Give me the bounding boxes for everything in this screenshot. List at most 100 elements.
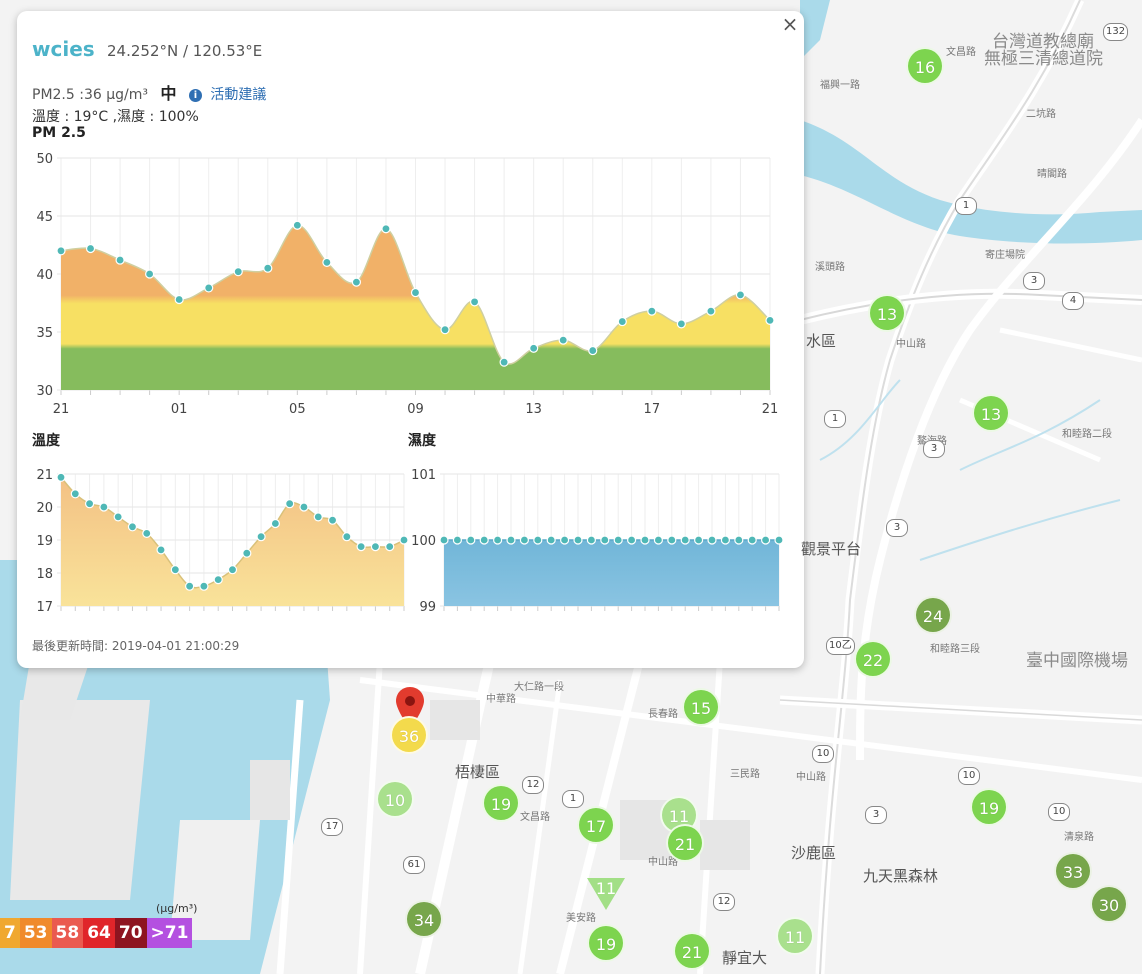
last-updated-time: 最後更新時間: 2019-04-01 21:00:29: [32, 639, 240, 653]
map-place-label: 溪頭路: [815, 262, 845, 273]
station-marker[interactable]: 19: [970, 788, 1008, 826]
data-point: [263, 263, 273, 273]
y-tick-label: 100: [411, 534, 436, 549]
x-tick-label: 21: [53, 402, 70, 417]
location-pin-icon: [394, 686, 426, 734]
x-tick-label: 13: [525, 402, 542, 417]
data-point: [99, 502, 109, 512]
y-tick-label: 19: [36, 534, 53, 549]
map-place-label: 梧棲區: [455, 763, 501, 781]
humidity-chart: 99 100 101: [411, 468, 784, 615]
data-point: [327, 515, 338, 525]
station-marker[interactable]: 33: [1054, 852, 1092, 890]
data-point: [533, 535, 543, 545]
map-place-label: 水區: [806, 332, 837, 350]
data-point: [113, 512, 123, 522]
y-tick-label: 21: [36, 468, 53, 483]
data-point: [351, 277, 362, 287]
data-point: [586, 535, 596, 545]
legend-cell: 64: [83, 918, 115, 948]
map-place-label: 清泉路: [1064, 832, 1094, 843]
data-point: [560, 535, 570, 545]
data-point: [322, 257, 332, 268]
data-point: [499, 357, 509, 367]
data-point: [558, 335, 568, 345]
data-point: [199, 581, 209, 591]
data-point: [469, 297, 480, 307]
triangle-station-value: 11: [595, 879, 617, 898]
station-marker[interactable]: 17: [577, 806, 615, 844]
y-tick-label: 99: [419, 600, 436, 615]
station-marker[interactable]: 34: [405, 900, 443, 938]
data-point: [647, 306, 657, 316]
triangle-station-marker[interactable]: [587, 878, 625, 910]
station-marker[interactable]: 21: [673, 932, 711, 970]
data-point: [85, 243, 96, 254]
x-tick-label: 05: [289, 402, 306, 417]
station-marker[interactable]: 22: [854, 640, 892, 678]
y-tick-label: 17: [36, 600, 53, 615]
station-marker[interactable]: 21: [666, 824, 704, 862]
map-place-label: 和睦路三段: [930, 644, 980, 655]
station-marker[interactable]: 15: [682, 688, 720, 726]
data-point: [370, 541, 381, 552]
data-point: [627, 535, 637, 545]
y-tick-label: 20: [36, 501, 53, 516]
x-tick-label: 21: [762, 402, 779, 417]
data-point: [506, 535, 516, 545]
data-point: [694, 535, 704, 545]
map-place-label: 長春路: [648, 709, 678, 720]
route-shield-icon: 61: [403, 856, 425, 874]
pm25-readout: PM2.5 :36 μg/m³ 中 i 活動建議: [32, 80, 266, 104]
map-place-label: 無極三清總道院: [984, 49, 1103, 69]
data-point: [299, 502, 309, 512]
legend-cell: 7: [0, 918, 20, 948]
data-point: [680, 535, 690, 545]
station-marker[interactable]: 19: [587, 924, 625, 962]
series-area: [444, 540, 779, 606]
close-icon[interactable]: ×: [781, 12, 799, 36]
route-shield-icon: 10: [812, 745, 834, 763]
info-icon[interactable]: i: [188, 89, 202, 102]
y-tick-label: 18: [36, 567, 53, 582]
y-tick-label: 45: [36, 210, 53, 225]
data-point: [706, 306, 716, 316]
station-marker[interactable]: 30: [1090, 885, 1128, 923]
data-point: [479, 535, 489, 545]
route-shield-icon: 4: [1062, 292, 1084, 310]
route-shield-icon: 3: [1023, 272, 1045, 290]
station-marker[interactable]: 19: [482, 784, 520, 822]
pm25-chart-title: PM 2.5: [32, 125, 86, 141]
data-point: [56, 246, 66, 256]
data-point: [385, 541, 395, 552]
data-point: [466, 535, 476, 545]
data-point: [204, 283, 214, 293]
pm25-value: PM2.5 :36 μg/m³: [32, 87, 148, 103]
pm25-chart: 30 35 40 45 50 21 01 05 09 13 17 21: [36, 152, 779, 417]
y-tick-label: 35: [36, 326, 53, 341]
station-marker[interactable]: 13: [868, 294, 906, 332]
legend-cell: 70: [114, 918, 147, 948]
station-marker[interactable]: 36: [390, 716, 428, 754]
map-place-label: 靜宜大: [722, 949, 768, 967]
data-point: [761, 535, 771, 545]
route-shield-icon: 3: [886, 519, 908, 537]
route-shield-icon: 12: [713, 893, 735, 911]
route-shield-icon: 12: [522, 776, 544, 794]
station-info-popup: × wcies 24.252°N / 120.53°E PM2.5 :36 μg…: [17, 11, 804, 668]
station-marker[interactable]: 16: [906, 47, 944, 85]
activity-advice-link[interactable]: 活動建議: [210, 87, 267, 103]
data-point: [667, 535, 677, 545]
station-marker[interactable]: 11: [776, 917, 814, 955]
station-marker[interactable]: 13: [972, 394, 1010, 432]
map-place-label: 中華路: [486, 694, 516, 705]
station-marker[interactable]: 10: [376, 780, 414, 818]
data-point: [452, 535, 463, 545]
temperature-chart-title: 溫度: [32, 433, 60, 449]
route-shield-icon: 132: [1103, 23, 1129, 41]
map-place-label: 大仁路一段: [514, 682, 564, 693]
station-marker[interactable]: 24: [914, 596, 952, 634]
series-area: [61, 477, 404, 606]
legend-cell: 53: [19, 918, 52, 948]
data-point: [734, 535, 744, 545]
